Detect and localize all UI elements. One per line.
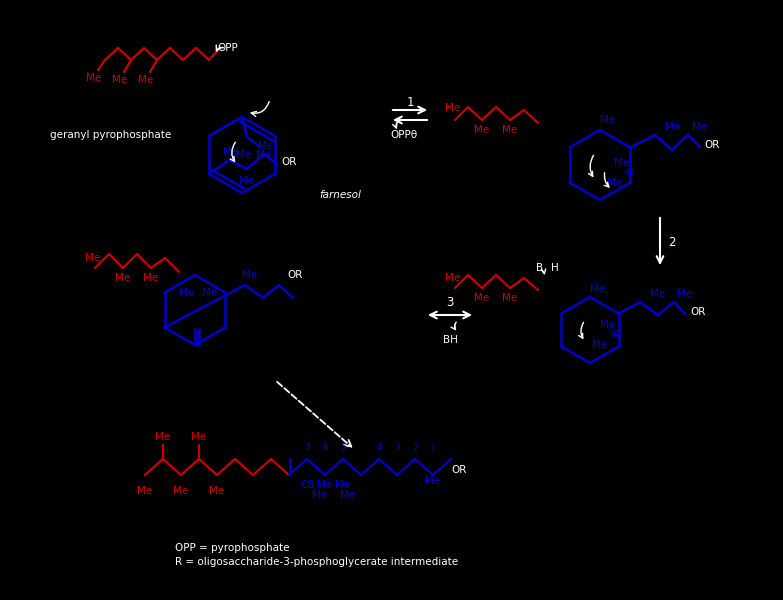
Text: ⊕: ⊕ [610,329,620,341]
Text: geranyl pyrophosphate: geranyl pyrophosphate [50,130,171,140]
Text: Me: Me [258,141,274,151]
Text: Me: Me [474,125,489,135]
Text: R = oligosaccharide-3-phosphoglycerate intermediate: R = oligosaccharide-3-phosphoglycerate i… [175,557,458,567]
Text: ⊕: ⊕ [625,166,635,179]
Text: Me: Me [601,115,615,125]
Text: Me: Me [256,150,272,160]
Text: H: H [551,263,559,273]
Text: Me: Me [503,125,518,135]
Text: OPP: OPP [218,43,238,53]
Text: Me: Me [173,486,189,496]
Text: Me: Me [312,490,327,500]
Text: Me: Me [593,340,608,350]
Text: Me: Me [446,103,460,113]
Text: 4: 4 [376,443,382,451]
Text: Me: Me [137,486,153,496]
Text: Me: Me [317,480,333,490]
Text: 2: 2 [668,235,676,248]
Text: farnesol: farnesol [319,190,361,200]
Text: Me: Me [651,289,666,299]
Text: Me: Me [202,288,218,298]
Text: Me: Me [209,486,225,496]
Text: Me: Me [240,176,254,186]
Text: OR: OR [287,270,303,280]
Text: Me: Me [113,75,128,85]
Text: Me: Me [335,480,351,490]
Text: Me: Me [341,490,355,500]
Text: Me: Me [608,178,622,188]
Text: Me: Me [615,158,630,168]
Text: 1: 1 [406,95,413,109]
Text: Me: Me [143,273,159,283]
Text: BH: BH [442,335,457,345]
Text: Me: Me [446,273,460,283]
Text: Me: Me [191,432,207,442]
Text: Me: Me [236,150,251,160]
Text: OR: OR [705,140,720,150]
Text: OR: OR [691,307,705,317]
Text: B: B [536,263,543,273]
Text: Me: Me [590,284,605,294]
Text: 1: 1 [430,443,436,451]
Text: Me: Me [503,293,518,303]
Text: Me: Me [692,122,708,132]
Text: 5: 5 [340,443,346,451]
Text: 7: 7 [304,443,310,451]
Text: OR: OR [281,157,297,167]
Text: C8: C8 [300,480,314,490]
Text: Me: Me [179,288,195,298]
Text: 3: 3 [446,296,453,310]
Text: Me: Me [139,75,153,85]
Text: 6: 6 [322,443,328,451]
Text: Me: Me [677,289,693,299]
Text: Me: Me [601,320,615,330]
Text: Me: Me [155,432,171,442]
Text: Me: Me [666,122,680,132]
Text: OPPθ: OPPθ [391,130,417,140]
Text: Me: Me [115,273,131,283]
Text: Me: Me [425,476,441,486]
Text: Me: Me [85,253,101,263]
Text: Me: Me [86,73,102,83]
Text: 2: 2 [412,443,418,451]
Text: 3: 3 [394,443,400,451]
Text: OPP = pyrophosphate: OPP = pyrophosphate [175,543,290,553]
Text: Me: Me [474,293,489,303]
Text: Me: Me [223,147,239,157]
Text: Me: Me [243,270,258,280]
Text: OR: OR [451,465,467,475]
